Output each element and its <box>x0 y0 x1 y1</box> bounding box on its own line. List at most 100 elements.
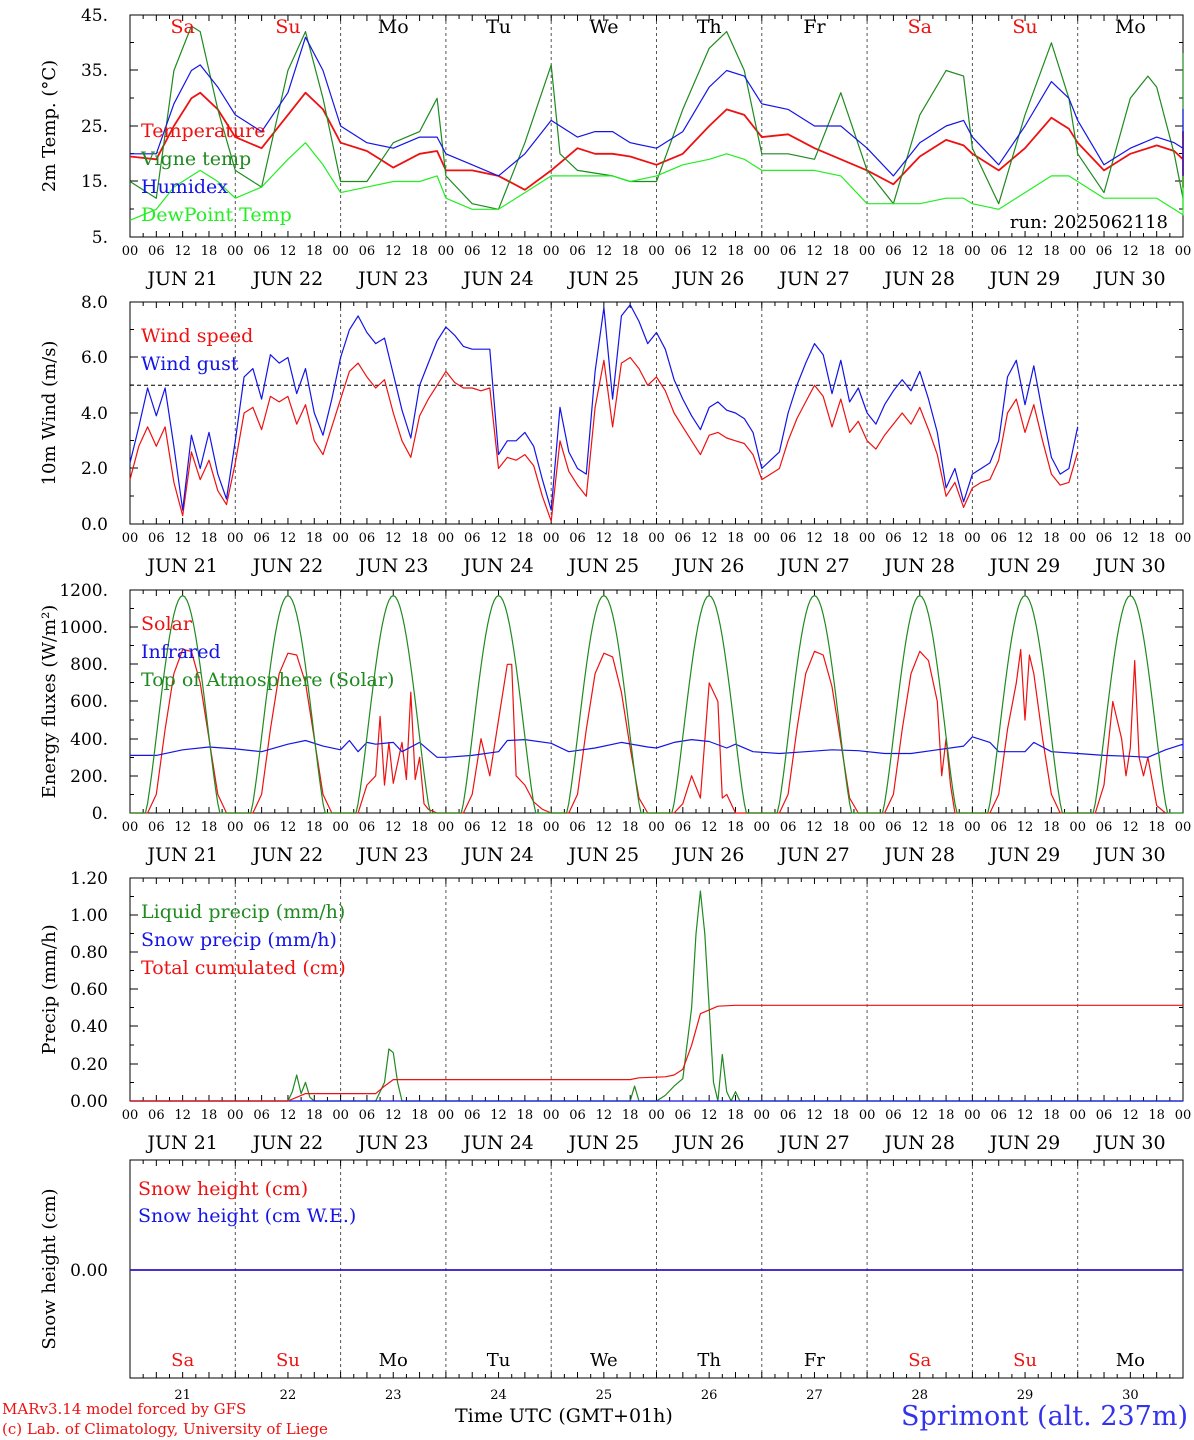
legend-entry: Solar <box>141 613 193 635</box>
hour-tick-label: 12 <box>385 820 402 835</box>
y-tick-label: 800. <box>70 655 108 675</box>
hour-tick-label: 18 <box>727 1108 744 1123</box>
hour-tick-label: 18 <box>411 531 428 546</box>
hour-tick-label: 18 <box>1043 244 1060 259</box>
hour-tick-label: 00 <box>332 244 349 259</box>
hour-tick-label: 12 <box>1017 820 1034 835</box>
hour-tick-label: 00 <box>227 244 244 259</box>
run-label: run: 2025062118 <box>1010 212 1168 233</box>
hour-tick-label: 00 <box>122 244 139 259</box>
legend-entry: Total cumulated (cm) <box>141 957 346 979</box>
hour-tick-label: 18 <box>306 244 323 259</box>
precip-y-axis-title: Precip (mm/h) <box>39 924 60 1054</box>
legend-entry: Humidex <box>141 176 228 198</box>
hour-tick-label: 18 <box>622 820 639 835</box>
legend-entry: Snow height (cm W.E.) <box>138 1205 356 1227</box>
hour-tick-label: 12 <box>280 1108 297 1123</box>
hour-tick-label: 12 <box>385 531 402 546</box>
panel-precip: 1.20 1.00 0.80 0.60 0.40 0.20 0.00 Precip (mm/h… <box>39 869 1191 1154</box>
hour-tick-label: 12 <box>911 531 928 546</box>
hour-tick-label: 00 <box>543 1108 560 1123</box>
hour-tick-label: 00 <box>964 244 981 259</box>
y-tick-label: 1.20 <box>70 869 108 889</box>
series-line <box>129 304 1079 511</box>
hour-tick-label: 18 <box>306 1108 323 1123</box>
hour-tick-label: 12 <box>280 244 297 259</box>
hour-tick-label: 12 <box>596 820 613 835</box>
hour-tick-label: 00 <box>1069 1108 1086 1123</box>
hour-tick-label: 18 <box>517 244 534 259</box>
hour-tick-label: 00 <box>227 1108 244 1123</box>
weekday-label: Fr <box>803 16 826 38</box>
weekday-label: Su <box>1012 16 1037 38</box>
hour-tick-label: 18 <box>411 1108 428 1123</box>
hour-tick-label: 00 <box>438 244 455 259</box>
y-tick-label: 25. <box>81 117 108 137</box>
bottom-weekday-label: Tu <box>487 1350 511 1371</box>
hour-tick-label: 12 <box>490 244 507 259</box>
hour-tick-label: 18 <box>938 531 955 546</box>
series-line <box>130 1004 1183 1102</box>
date-label: JUN 26 <box>672 555 744 577</box>
hour-tick-label: 12 <box>596 1108 613 1123</box>
hour-tick-label: 00 <box>859 1108 876 1123</box>
hour-tick-label: 06 <box>885 531 902 546</box>
hour-tick-label: 06 <box>148 531 165 546</box>
hour-tick-label: 06 <box>885 1108 902 1123</box>
hour-tick-label: 12 <box>911 244 928 259</box>
legend-entry: Temperature <box>141 120 265 142</box>
hour-tick-label: 00 <box>438 1108 455 1123</box>
date-label: JUN 22 <box>251 1132 323 1154</box>
bottom-weekday-label: Sa <box>171 1350 194 1371</box>
hour-tick-label: 00 <box>648 531 665 546</box>
date-label: JUN 22 <box>251 555 323 577</box>
hour-tick-label: 06 <box>359 820 376 835</box>
hour-tick-label: 00 <box>227 531 244 546</box>
hour-tick-label: 18 <box>622 531 639 546</box>
legend-entry: DewPoint Temp <box>141 204 292 226</box>
hour-tick-label: 06 <box>675 820 692 835</box>
hour-tick-label: 00 <box>543 531 560 546</box>
hour-tick-label: 00 <box>754 531 771 546</box>
hour-tick-label: 06 <box>359 244 376 259</box>
hour-tick-label: 06 <box>675 1108 692 1123</box>
hour-tick-label: 12 <box>701 531 718 546</box>
weekday-label: Su <box>275 16 300 38</box>
legend-entry: Vigne temp <box>140 148 251 170</box>
hour-tick-label: 12 <box>490 1108 507 1123</box>
date-label: JUN 27 <box>777 268 849 290</box>
legend-entry: Top of Atmosphere (Solar) <box>141 669 394 691</box>
hour-tick-label: 06 <box>990 1108 1007 1123</box>
series-line <box>129 142 1184 221</box>
date-label: JUN 28 <box>883 844 955 866</box>
date-label: JUN 24 <box>461 1132 533 1154</box>
hour-tick-label: 18 <box>411 244 428 259</box>
hour-tick-label: 18 <box>938 244 955 259</box>
y-tick-label: 35. <box>81 61 108 81</box>
panel-temperature: 45. 35. 25. 15. 5. 2m Temp. (°C) 00 06 12 18 00 06 1… <box>39 6 1191 290</box>
weekday-label: Th <box>697 16 722 38</box>
hour-tick-label: 18 <box>517 1108 534 1123</box>
hour-tick-label: 00 <box>1069 820 1086 835</box>
y-tick-label: 0. <box>92 804 108 824</box>
date-label: JUN 23 <box>356 1132 428 1154</box>
hour-tick-label: 18 <box>1043 820 1060 835</box>
hour-tick-label: 12 <box>280 531 297 546</box>
hour-tick-label: 12 <box>1017 1108 1034 1123</box>
date-label: JUN 28 <box>883 555 955 577</box>
y-tick-label: 0.60 <box>70 980 108 1000</box>
legend-entry: Liquid precip (mm/h) <box>141 901 345 923</box>
date-label: JUN 21 <box>145 844 217 866</box>
date-label: JUN 26 <box>672 844 744 866</box>
hour-tick-label: 00 <box>754 244 771 259</box>
hour-tick-label: 06 <box>675 244 692 259</box>
bottom-weekday-label: Su <box>1013 1350 1037 1371</box>
hour-tick-label: 12 <box>1122 1108 1139 1123</box>
y-tick-label: 8.0 <box>81 293 108 313</box>
hour-tick-label: 00 <box>122 531 139 546</box>
hour-tick-label: 00 <box>648 820 665 835</box>
hour-tick-label: 12 <box>1017 244 1034 259</box>
weekday-label: Sa <box>908 16 932 38</box>
hour-tick-label: 12 <box>806 531 823 546</box>
